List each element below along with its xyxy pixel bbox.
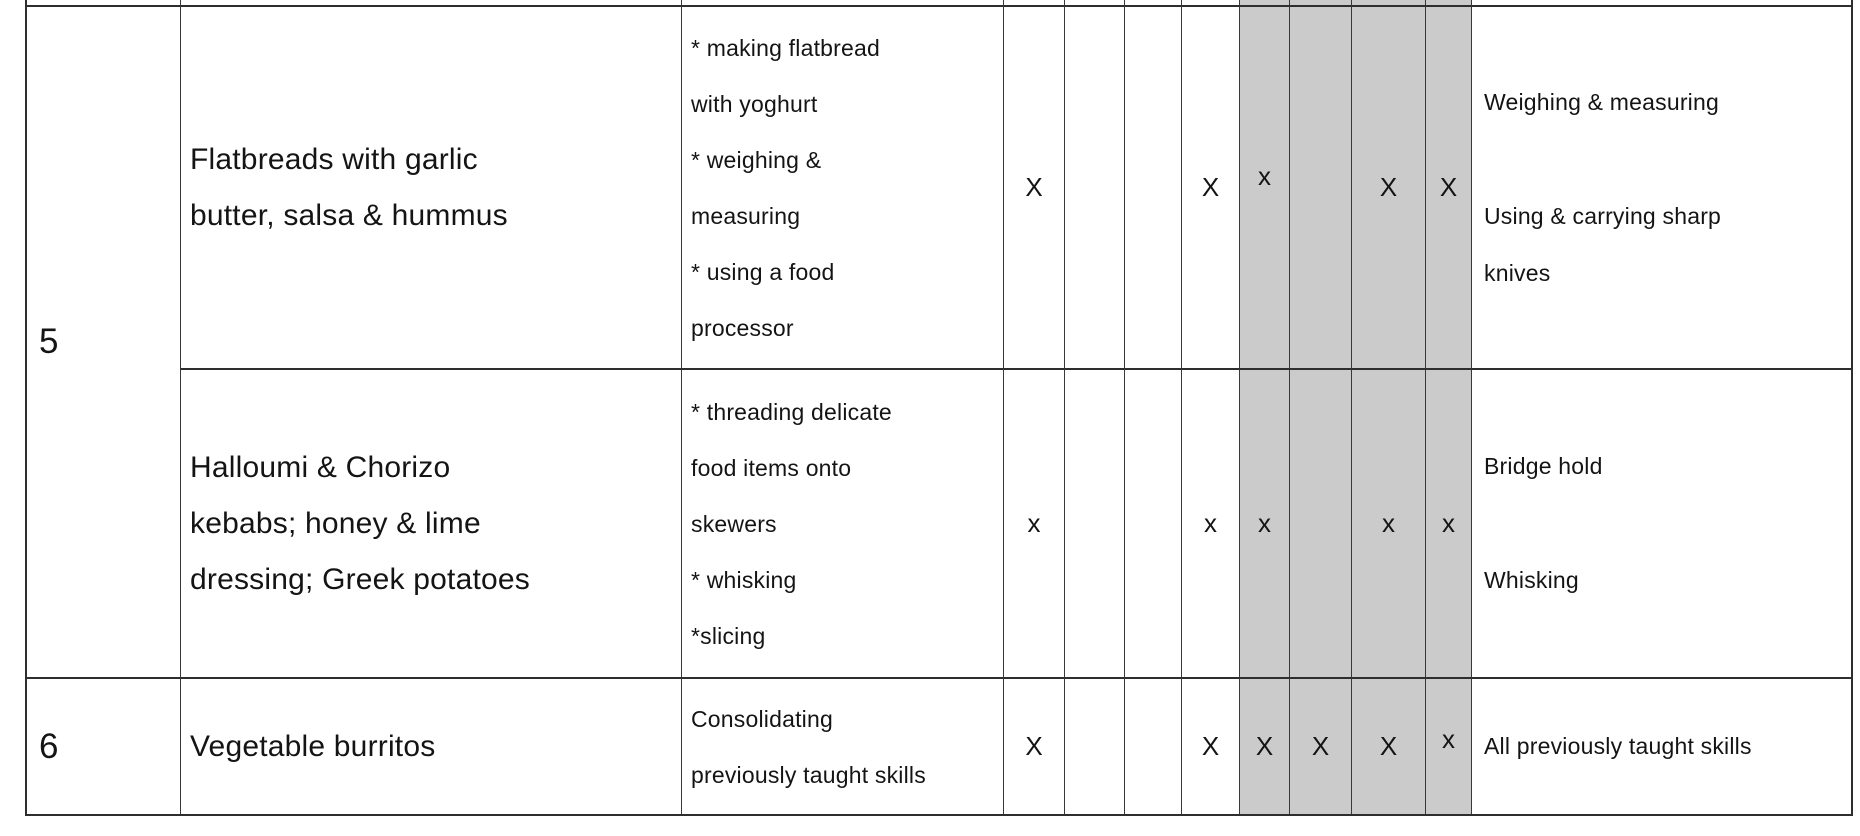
- sliver-cell: [1125, 0, 1182, 5]
- mark-cell: [1065, 677, 1125, 814]
- focus-line: All previously taught skills: [1484, 733, 1752, 759]
- x-mark: X: [1201, 731, 1220, 761]
- recipe-line: Halloumi & Chorizo: [190, 450, 451, 484]
- x-mark: X: [1025, 731, 1043, 761]
- focus-line: knives: [1484, 259, 1551, 286]
- x-mark: x: [1204, 508, 1217, 538]
- x-mark: X: [1379, 172, 1398, 202]
- recipe-cell: Vegetable burritos: [181, 677, 682, 814]
- x-mark: X: [1311, 731, 1330, 761]
- week-number-cell: 5: [27, 5, 181, 677]
- mark-cell: X: [1290, 677, 1352, 814]
- x-mark: x: [1027, 508, 1041, 538]
- skill-line: skewers: [691, 510, 777, 537]
- mark-cell: x: [1004, 368, 1065, 677]
- sliver-cell: [1240, 0, 1290, 5]
- sliver-cell: [682, 0, 1004, 5]
- mark-cell: X: [1240, 677, 1290, 814]
- mark-cell: [1065, 368, 1125, 677]
- focus-skills-cell: Weighing & measuring Using & carrying sh…: [1472, 5, 1853, 368]
- mark-cell: x: [1182, 368, 1240, 677]
- focus-line: Weighing & measuring: [1484, 88, 1719, 115]
- mark-cell: [1290, 5, 1352, 368]
- recipe-line: Vegetable burritos: [190, 729, 436, 763]
- focus-line: Bridge hold: [1484, 453, 1603, 479]
- mark-cell: [1065, 5, 1125, 368]
- x-mark: X: [1379, 731, 1398, 761]
- sliver-cell: [1182, 0, 1240, 5]
- skills-cell: * threading delicate food items onto ske…: [682, 368, 1004, 677]
- sliver-cell: [1426, 0, 1472, 5]
- skill-line: processor: [691, 314, 794, 341]
- x-mark: x: [1442, 724, 1455, 754]
- mark-cell: X: [1004, 677, 1065, 814]
- mark-cell: x: [1240, 5, 1290, 368]
- x-mark: x: [1382, 508, 1395, 538]
- mark-cell: x: [1426, 677, 1472, 814]
- skill-line: *slicing: [691, 622, 766, 649]
- skill-line: * using a food: [691, 258, 835, 285]
- mark-cell: X: [1004, 5, 1065, 368]
- week-number: 5: [39, 322, 59, 361]
- mark-cell: [1125, 368, 1182, 677]
- skill-line: * weighing &: [691, 146, 822, 173]
- week-number: 6: [39, 726, 59, 766]
- x-mark: x: [1258, 161, 1271, 191]
- focus-skills-cell: Bridge hold Whisking: [1472, 368, 1853, 677]
- mark-cell: [1125, 677, 1182, 814]
- sliver-cell: [27, 0, 181, 5]
- mark-cell: X: [1182, 5, 1240, 368]
- mark-cell: x: [1240, 368, 1290, 677]
- recipe-line: kebabs; honey & lime: [190, 506, 481, 540]
- recipe-line: butter, salsa & hummus: [190, 198, 508, 232]
- focus-line: Whisking: [1484, 567, 1579, 593]
- cooking-scheme-table: 5 Flatbreads with garlic butter, salsa &…: [25, 0, 1853, 816]
- sliver-cell: [1352, 0, 1426, 5]
- skill-line: * making flatbread: [691, 34, 880, 61]
- focus-line: Using & carrying sharp: [1484, 202, 1722, 229]
- x-mark: x: [1258, 508, 1271, 538]
- x-mark: X: [1255, 731, 1274, 761]
- recipe-cell: Flatbreads with garlic butter, salsa & h…: [181, 5, 682, 368]
- focus-line-spacer: [1484, 495, 1851, 552]
- mark-cell: X: [1352, 677, 1426, 814]
- mark-cell: X: [1352, 5, 1426, 368]
- x-mark: X: [1439, 172, 1458, 202]
- skill-line: food items onto: [691, 454, 852, 481]
- x-mark: x: [1442, 508, 1455, 538]
- mark-cell: x: [1426, 368, 1472, 677]
- skill-line: Consolidating: [691, 705, 833, 732]
- skills-cell: * making flatbread with yoghurt * weighi…: [682, 5, 1004, 368]
- sliver-cell: [1472, 0, 1853, 5]
- mark-cell: [1290, 368, 1352, 677]
- sliver-cell: [1290, 0, 1352, 5]
- recipe-cell: Halloumi & Chorizo kebabs; honey & lime …: [181, 368, 682, 677]
- skill-line: with yoghurt: [691, 90, 818, 117]
- x-mark: X: [1025, 172, 1043, 202]
- recipe-line: dressing; Greek potatoes: [190, 562, 530, 596]
- week-number-cell: 6: [27, 677, 181, 814]
- mark-cell: x: [1352, 368, 1426, 677]
- skill-line: * whisking: [691, 566, 797, 593]
- mark-cell: [1125, 5, 1182, 368]
- x-mark: X: [1201, 172, 1220, 202]
- mark-cell: X: [1182, 677, 1240, 814]
- sliver-cell: [1004, 0, 1065, 5]
- mark-cell: X: [1426, 5, 1472, 368]
- sliver-cell: [1065, 0, 1125, 5]
- recipe-line: Flatbreads with garlic: [190, 142, 478, 176]
- skill-line: * threading delicate: [691, 398, 892, 425]
- skill-line: previously taught skills: [691, 761, 926, 788]
- skill-line: measuring: [691, 202, 801, 229]
- skills-cell: Consolidating previously taught skills: [682, 677, 1004, 814]
- focus-skills-cell: All previously taught skills: [1472, 677, 1853, 814]
- sliver-cell: [181, 0, 682, 5]
- focus-line-spacer: [1484, 131, 1851, 188]
